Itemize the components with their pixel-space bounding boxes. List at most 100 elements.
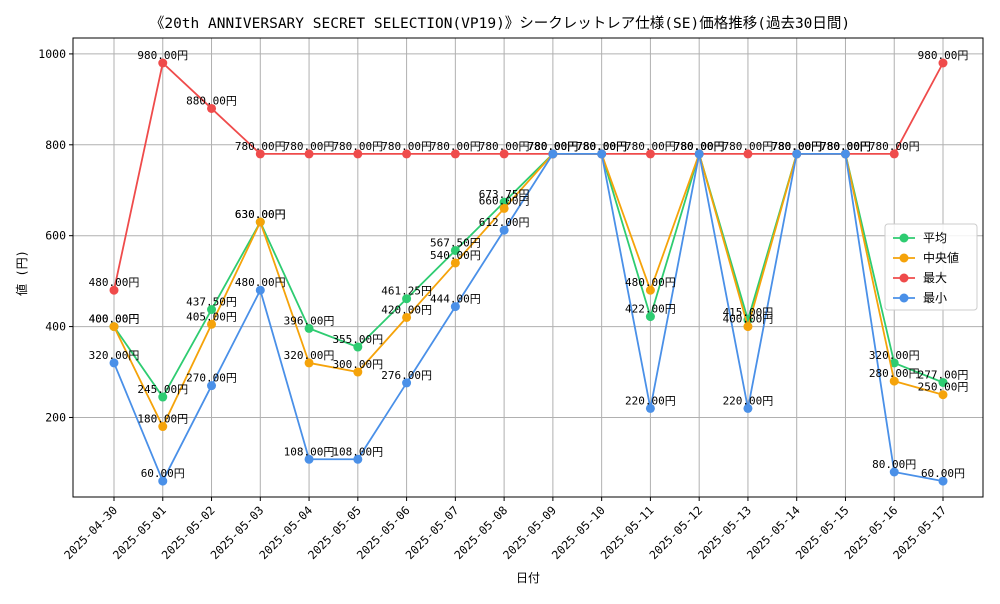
data-point — [109, 285, 119, 295]
legend-marker — [899, 273, 909, 283]
data-point — [353, 367, 363, 377]
data-point — [889, 467, 899, 477]
data-point — [645, 403, 655, 413]
data-label: 780.00円 — [576, 140, 627, 153]
data-label: 780.00円 — [332, 140, 383, 153]
axes: 2025-04-302025-05-012025-05-022025-05-03… — [38, 37, 984, 562]
data-label: 780.00円 — [576, 140, 627, 153]
data-point — [353, 342, 363, 352]
data-point — [743, 403, 753, 413]
data-point — [450, 245, 460, 255]
data-point — [353, 454, 363, 464]
data-label: 780.00円 — [381, 140, 432, 153]
data-point — [645, 312, 655, 322]
data-label: 300.00円 — [332, 358, 383, 371]
y-tick-label: 1000 — [38, 47, 66, 61]
data-label: 396.00円 — [284, 314, 335, 327]
data-label: 400.00円 — [723, 313, 774, 326]
data-point — [645, 285, 655, 295]
data-label: 250.00円 — [918, 381, 969, 394]
data-label: 405.00円 — [186, 310, 237, 323]
data-point — [889, 358, 899, 368]
data-label: 420.00円 — [381, 303, 432, 316]
data-point — [304, 323, 314, 333]
data-point — [645, 149, 655, 159]
data-point — [889, 376, 899, 386]
data-point — [109, 358, 119, 368]
data-label: 400.00円 — [89, 313, 140, 326]
data-point — [255, 217, 265, 227]
data-label: 630.00円 — [235, 208, 286, 221]
data-point — [207, 103, 217, 113]
chart-title: 《20th ANNIVERSARY SECRET SELECTION(VP19)… — [150, 15, 850, 32]
data-label: 415.00円 — [723, 306, 774, 319]
data-point — [743, 322, 753, 332]
data-point — [938, 58, 948, 68]
data-label: 780.00円 — [820, 140, 871, 153]
data-label: 480.00円 — [625, 276, 676, 289]
data-label: 780.00円 — [771, 140, 822, 153]
data-label: 630.00円 — [235, 208, 286, 221]
data-point — [158, 58, 168, 68]
data-label: 980.00円 — [918, 49, 969, 62]
legend-label: 平均 — [923, 231, 947, 245]
data-point — [694, 149, 704, 159]
data-label: 422.00円 — [625, 303, 676, 316]
data-point — [255, 285, 265, 295]
data-label: 612.00円 — [479, 216, 530, 229]
data-point — [450, 302, 460, 312]
y-tick-label: 600 — [45, 229, 66, 243]
data-label: 567.50円 — [430, 236, 481, 249]
data-label: 780.00円 — [674, 140, 725, 153]
data-label: 80.00円 — [872, 458, 916, 471]
data-point — [597, 149, 607, 159]
data-point — [792, 149, 802, 159]
data-point — [938, 377, 948, 387]
data-label: 220.00円 — [723, 394, 774, 407]
data-point — [304, 454, 314, 464]
y-tick-label: 400 — [45, 320, 66, 334]
data-label: 437.50円 — [186, 296, 237, 309]
data-label: 400.00円 — [89, 313, 140, 326]
data-label: 780.00円 — [528, 140, 579, 153]
data-point — [402, 149, 412, 159]
data-point — [743, 149, 753, 159]
data-label: 780.00円 — [674, 140, 725, 153]
data-label: 780.00円 — [528, 140, 579, 153]
data-label: 780.00円 — [479, 140, 530, 153]
data-point — [109, 322, 119, 332]
data-label: 780.00円 — [235, 140, 286, 153]
data-point — [402, 294, 412, 304]
data-label: 780.00円 — [576, 140, 627, 153]
data-label: 320.00円 — [89, 349, 140, 362]
data-label: 780.00円 — [674, 140, 725, 153]
x-axis-title: 日付 — [516, 571, 540, 585]
data-point — [450, 149, 460, 159]
series-line — [113, 152, 944, 484]
data-label: 320.00円 — [284, 349, 335, 362]
data-point — [840, 149, 850, 159]
data-label: 540.00円 — [430, 249, 481, 262]
data-point — [207, 305, 217, 315]
data-point — [207, 319, 217, 329]
data-label: 780.00円 — [284, 140, 335, 153]
data-label: 180.00円 — [137, 413, 188, 426]
data-label: 480.00円 — [235, 276, 286, 289]
data-label: 320.00円 — [869, 349, 920, 362]
data-label: 220.00円 — [625, 394, 676, 407]
legend-label: 最小 — [923, 291, 947, 305]
data-label: 780.00円 — [869, 140, 920, 153]
data-label: 980.00円 — [137, 49, 188, 62]
data-label: 444.00円 — [430, 293, 481, 306]
data-label: 60.00円 — [921, 467, 965, 480]
data-label: 277.00円 — [918, 368, 969, 381]
data-label: 108.00円 — [284, 445, 335, 458]
data-point — [158, 422, 168, 432]
plot-frame — [72, 37, 984, 498]
legend-marker — [899, 233, 909, 243]
series-line — [113, 61, 944, 291]
data-point — [402, 378, 412, 388]
